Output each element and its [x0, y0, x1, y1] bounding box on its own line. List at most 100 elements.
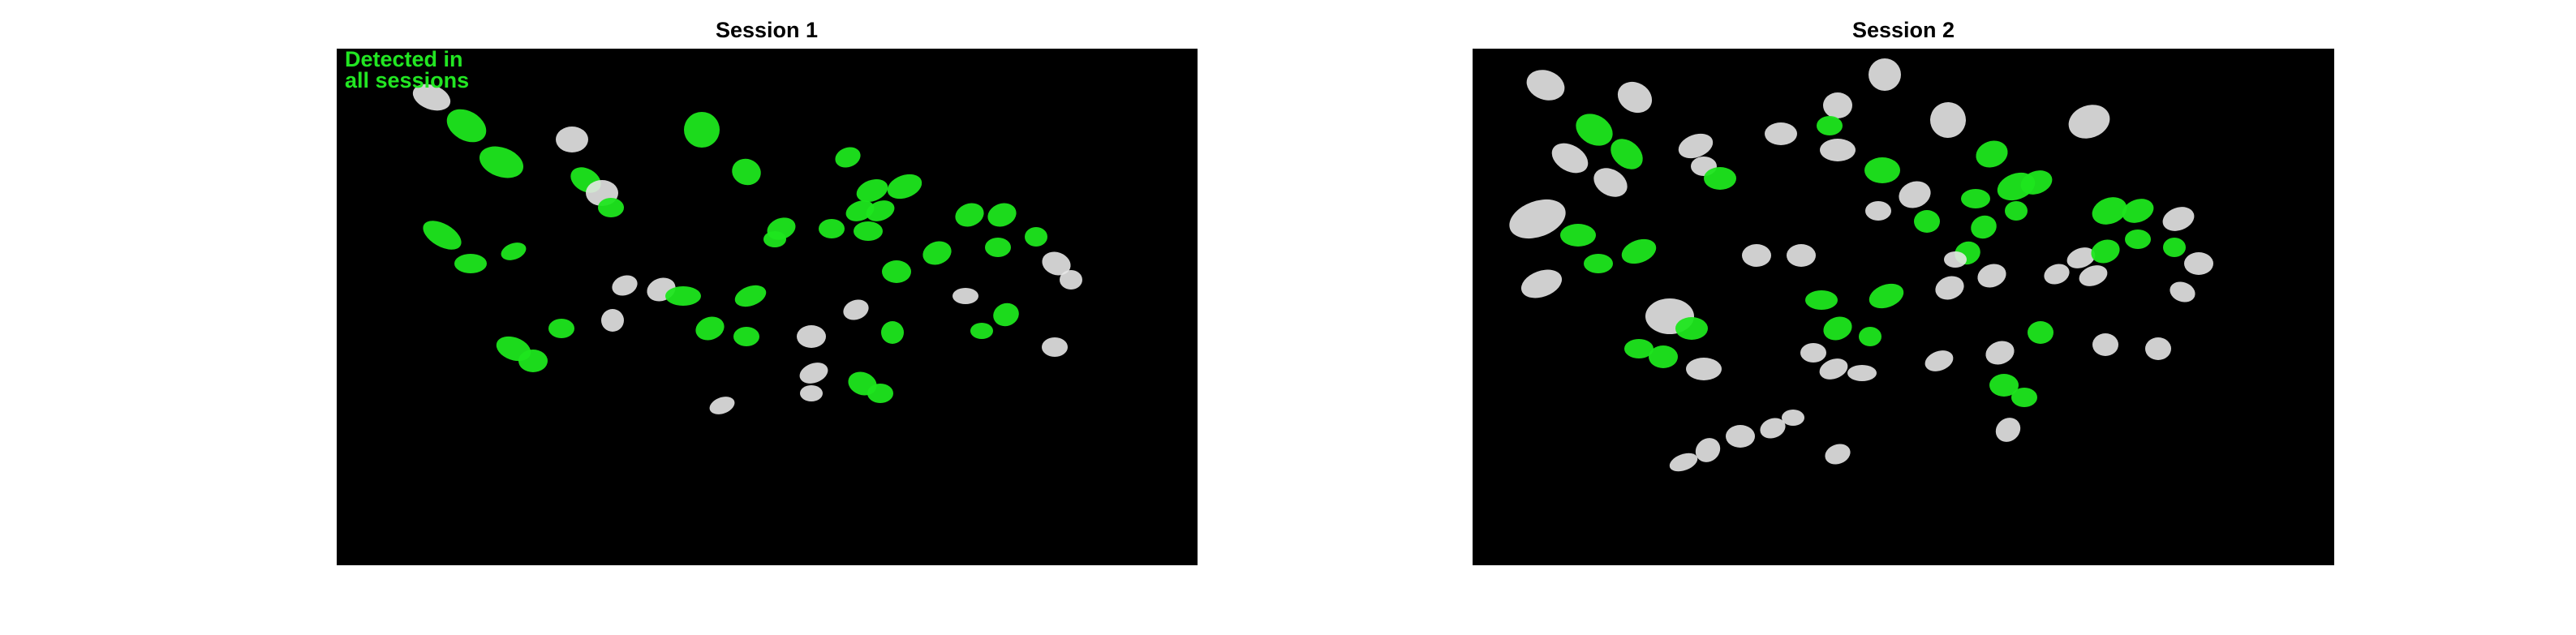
cell-detected-all-sessions [733, 327, 759, 346]
cell-other [1847, 365, 1877, 381]
cell-detected-all-sessions [835, 147, 861, 168]
cell-detected-all-sessions [1025, 227, 1047, 247]
cell-detected-all-sessions [732, 158, 761, 186]
cell-other [2162, 207, 2195, 231]
cell-other [1742, 244, 1771, 267]
cell-detected-all-sessions [2122, 199, 2154, 223]
cell-other [1787, 244, 1816, 267]
cell-detected-all-sessions [887, 174, 922, 200]
cell-other [1509, 199, 1566, 239]
cell-other [612, 275, 638, 296]
cell-other [1825, 444, 1851, 465]
cell-detected-all-sessions [1704, 167, 1736, 190]
cell-other [1800, 343, 1826, 363]
cell-detected-all-sessions [1584, 254, 1613, 273]
cell-other [797, 325, 826, 348]
cell-other [1695, 438, 1721, 462]
cell-detected-all-sessions [922, 241, 952, 265]
cell-other [1669, 453, 1698, 472]
cell-detected-all-sessions [695, 316, 725, 341]
legend-line-2: all sessions [345, 68, 470, 92]
cell-other [2066, 247, 2096, 268]
cell-detected-all-sessions [854, 221, 883, 241]
cell-other [1944, 251, 1967, 268]
cell-detected-all-sessions [665, 286, 701, 306]
cell-detected-all-sessions [1624, 339, 1654, 358]
cell-other [2079, 265, 2108, 286]
cell-detected-all-sessions [454, 254, 487, 273]
cell-other [2068, 105, 2110, 139]
cell-detected-all-sessions [2092, 197, 2127, 225]
cell-detected-all-sessions [1805, 290, 1838, 310]
cell-detected-all-sessions [993, 302, 1019, 327]
cell-detected-all-sessions [2020, 170, 2053, 195]
cell-other [953, 288, 978, 304]
panel-title: Session 2 [1851, 18, 1955, 42]
image-axes: Detected in all sessions [337, 49, 1198, 565]
cell-other [1899, 181, 1931, 208]
cell-other [1060, 270, 1082, 290]
legend-line-1: Detected in [345, 49, 463, 71]
cell-other [1782, 410, 1804, 426]
cell-detected-all-sessions [1869, 283, 1904, 309]
cell-other [1819, 358, 1848, 380]
cell-other [1985, 341, 2015, 365]
cell-other [1520, 269, 1563, 298]
cell-other [2092, 333, 2118, 356]
cell-map-image [1509, 58, 2213, 472]
cell-map-image [412, 84, 1082, 414]
cell-detected-all-sessions [446, 109, 487, 143]
cell-other [1820, 139, 1856, 161]
cell-detected-all-sessions [518, 350, 548, 372]
cell-detected-all-sessions [1649, 345, 1678, 368]
cell-other [843, 299, 869, 320]
cell-detected-all-sessions [987, 203, 1017, 227]
cell-other [1935, 276, 1964, 300]
cell-detected-all-sessions [970, 323, 993, 339]
legend-annotation: Detected in all sessions [345, 49, 470, 92]
cell-other [1551, 143, 1589, 174]
cell-detected-all-sessions [2125, 230, 2151, 249]
cell-other [2044, 264, 2070, 285]
cell-other [1042, 337, 1068, 357]
cell-detected-all-sessions [2028, 321, 2053, 344]
cell-detected-all-sessions [1817, 116, 1843, 135]
cell-detected-all-sessions [1560, 224, 1596, 247]
cell-detected-all-sessions [955, 203, 984, 227]
cell-detected-all-sessions [734, 285, 767, 307]
cell-detected-all-sessions [1961, 189, 1990, 208]
cell-other [1760, 418, 1786, 439]
cell-other [1678, 133, 1714, 159]
cell-detected-all-sessions [684, 112, 720, 148]
cell-detected-all-sessions [1971, 215, 1997, 239]
cell-other [1823, 92, 1852, 118]
cell-detected-all-sessions [1576, 114, 1613, 146]
cell-detected-all-sessions [866, 200, 895, 221]
cell-other [799, 363, 828, 384]
cell-other [709, 397, 735, 414]
cell-other [1869, 58, 1901, 91]
cell-other [1865, 201, 1891, 221]
cell-other [1686, 358, 1722, 380]
cell-other [1726, 425, 1755, 448]
cell-detected-all-sessions [867, 384, 893, 403]
cell-detected-all-sessions [856, 178, 888, 203]
cell-other [601, 309, 624, 332]
cell-detected-all-sessions [985, 238, 1011, 257]
cell-detected-all-sessions [1914, 210, 1940, 233]
cell-other [412, 84, 451, 111]
cell-detected-all-sessions [881, 321, 904, 344]
cell-detected-all-sessions [1859, 327, 1881, 346]
cell-detected-all-sessions [2011, 388, 2037, 407]
cell-detected-all-sessions [479, 146, 524, 178]
cell-other [1995, 418, 2021, 442]
image-axes [1473, 49, 2334, 565]
cell-other [1924, 350, 1954, 371]
cell-detected-all-sessions [2005, 201, 2028, 221]
cell-other [1930, 102, 1966, 138]
cell-other [1617, 81, 1653, 114]
cell-detected-all-sessions [1823, 316, 1852, 341]
cell-detected-all-sessions [1675, 317, 1708, 340]
cell-other [2184, 252, 2213, 275]
